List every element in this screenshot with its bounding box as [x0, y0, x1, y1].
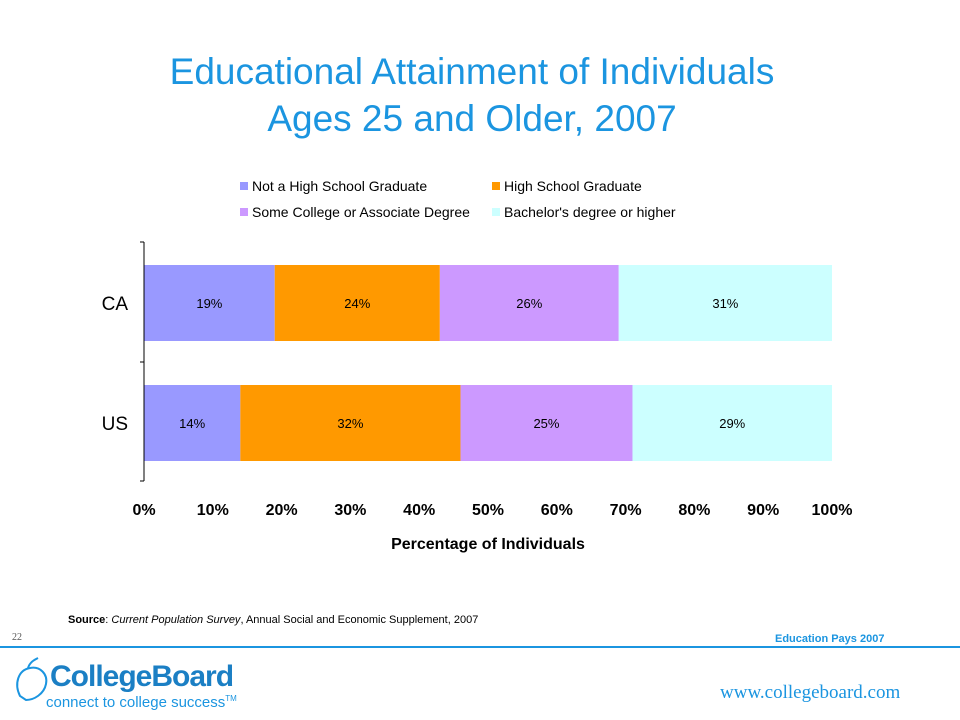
- data-label: 24%: [344, 296, 370, 311]
- data-label: 26%: [516, 296, 542, 311]
- bar-US-2: [460, 385, 633, 461]
- bar-US-3: [632, 385, 832, 461]
- source-rest: , Annual Social and Economic Supplement,…: [240, 614, 479, 626]
- legend-swatch: [492, 208, 500, 216]
- x-tick-label: 70%: [610, 502, 642, 519]
- source-sep: :: [105, 614, 112, 626]
- logo-tagline-text: connect to college success: [46, 694, 226, 711]
- logo-tagline: connect to college successTM: [46, 694, 237, 711]
- website-url[interactable]: www.collegeboard.com: [720, 682, 901, 703]
- legend-swatch: [240, 208, 248, 216]
- footer-divider: [0, 646, 960, 648]
- x-tick-label: 10%: [197, 502, 229, 519]
- x-tick-label: 40%: [403, 502, 435, 519]
- publication-label: Education Pays 2007: [775, 633, 885, 645]
- source-label: Source: [68, 614, 106, 626]
- data-label: 31%: [712, 296, 738, 311]
- data-label: 32%: [337, 416, 363, 431]
- logo-name: CollegeBoard: [50, 660, 234, 693]
- category-label: CA: [102, 294, 129, 315]
- slide-number: 22: [12, 632, 22, 643]
- legend-item-1: High School Graduate: [492, 178, 642, 194]
- data-label: 25%: [533, 416, 559, 431]
- bar-CA-1: [274, 265, 440, 341]
- chart-title: Educational Attainment of Individuals Ag…: [0, 48, 944, 142]
- legend-item-3: Bachelor's degree or higher: [492, 204, 676, 220]
- legend-label: Not a High School Graduate: [252, 178, 428, 194]
- legend-label: Bachelor's degree or higher: [504, 204, 676, 220]
- legend-label: Some College or Associate Degree: [252, 204, 470, 220]
- chart-title-line1: Educational Attainment of Individuals: [169, 51, 775, 92]
- x-tick-label: 90%: [747, 502, 779, 519]
- data-label: 19%: [196, 296, 222, 311]
- category-label: US: [102, 414, 128, 435]
- x-axis-title: Percentage of Individuals: [391, 536, 585, 553]
- bar-US-1: [240, 385, 461, 461]
- x-tick-label: 60%: [541, 502, 573, 519]
- legend-label: High School Graduate: [504, 178, 642, 194]
- stacked-bar-chart: 19% 24% 26% 31% CA 14% 32% 25% 29% US 0% 10% 20% 30% 4…: [102, 241, 853, 553]
- chart-title-line2: Ages 25 and Older, 2007: [267, 98, 677, 139]
- x-tick-label: 0%: [132, 502, 155, 519]
- legend-item-0: Not a High School Graduate: [240, 178, 427, 194]
- x-tick-label: 80%: [678, 502, 710, 519]
- bar-CA-3: [618, 265, 832, 341]
- source-note: Source: Current Population Survey, Annua…: [68, 614, 478, 626]
- legend-swatch: [492, 182, 500, 190]
- legend-item-2: Some College or Associate Degree: [240, 204, 470, 220]
- acorn-logo-icon: [16, 657, 48, 702]
- x-tick-label: 30%: [334, 502, 366, 519]
- bar-CA-0: [144, 265, 275, 341]
- logo-tm: TM: [225, 694, 237, 703]
- bar-CA-2: [439, 265, 619, 341]
- x-tick-label: 50%: [472, 502, 504, 519]
- source-title: Current Population Survey: [111, 614, 241, 626]
- x-tick-label: 20%: [266, 502, 298, 519]
- data-label: 14%: [179, 416, 205, 431]
- collegeboard-logo: CollegeBoard connect to college successT…: [12, 656, 242, 716]
- data-label: 29%: [719, 416, 745, 431]
- x-tick-label: 100%: [812, 502, 853, 519]
- bar-US-0: [144, 385, 241, 461]
- legend-swatch: [240, 182, 248, 190]
